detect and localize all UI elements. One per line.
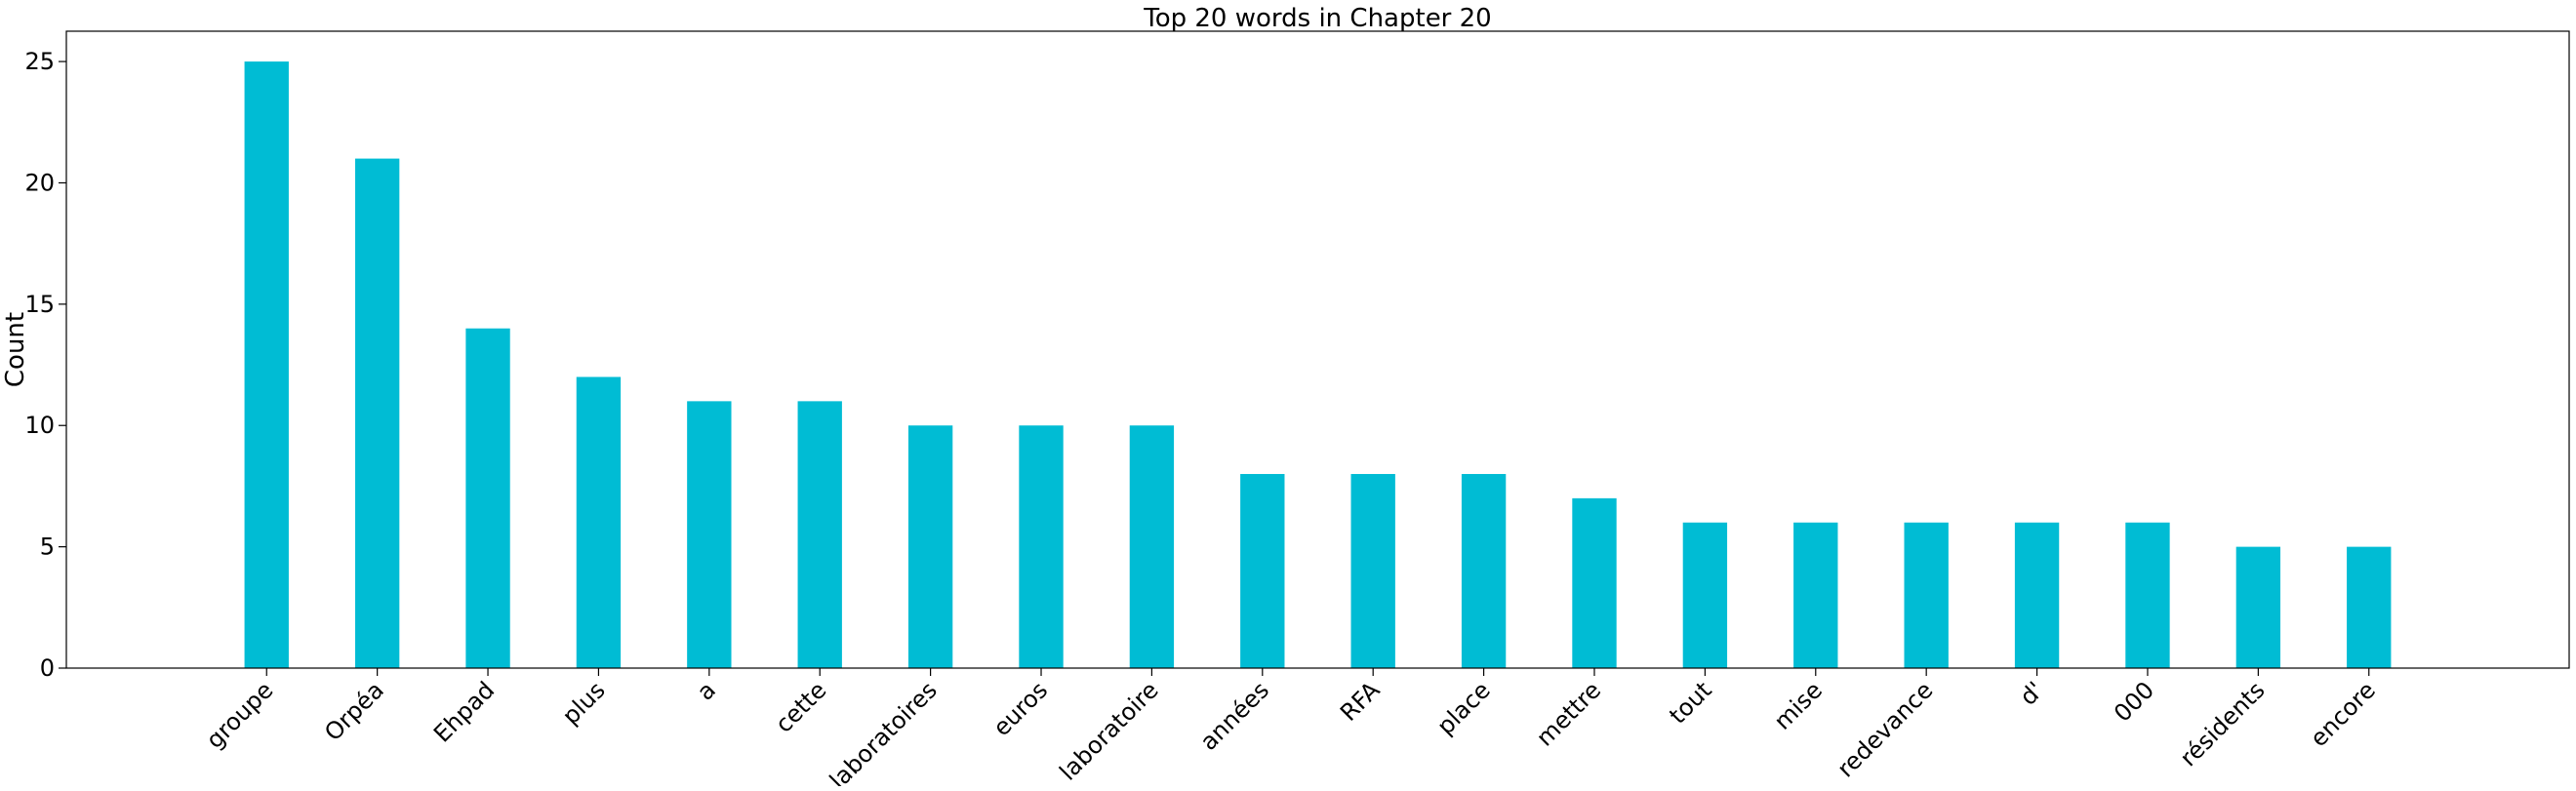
x-tick-label-18: résidents (2175, 676, 2271, 771)
bar-16 (2014, 522, 2060, 668)
bar-4 (687, 401, 732, 668)
chart-title: Top 20 words in Chapter 20 (1143, 4, 1491, 33)
bar-7 (1019, 425, 1064, 668)
bar-12 (1572, 497, 1617, 668)
y-tick-label-0: 0 (40, 654, 55, 682)
x-tick-label-0: groupe (201, 676, 279, 754)
x-tick-label-5: cette (770, 676, 831, 737)
axes-frame (65, 30, 2570, 669)
x-tick-label-10: RFA (1335, 676, 1386, 727)
x-tick-label-2: Ehpad (428, 676, 500, 747)
bar-19 (2347, 546, 2392, 668)
x-tick-label-4: a (692, 676, 721, 705)
x-tick-label-7: euros (987, 676, 1053, 741)
x-tick-label-14: mise (1769, 676, 1828, 734)
bar-11 (1461, 473, 1507, 668)
x-tick-label-12: mettre (1531, 676, 1606, 751)
y-tick-label-3: 15 (24, 291, 55, 318)
bar-9 (1240, 473, 1285, 668)
bar-8 (1129, 425, 1175, 668)
y-tick-label-1: 5 (40, 534, 55, 561)
bar-0 (244, 61, 289, 669)
x-tick-label-17: 000 (2109, 676, 2159, 727)
bar-5 (797, 401, 842, 668)
x-tick-label-9: années (1195, 676, 1274, 755)
y-tick-label-5: 25 (24, 48, 55, 75)
bar-3 (576, 376, 622, 668)
x-tick-label-6: laboratoires (825, 676, 943, 786)
x-tick-label-19: encore (2305, 676, 2381, 752)
x-tick-label-15: redevance (1831, 676, 1938, 782)
x-tick-label-8: laboratoire (1054, 676, 1163, 785)
bar-1 (354, 158, 400, 669)
x-tick-label-13: tout (1664, 676, 1716, 729)
y-tick-label-4: 20 (24, 169, 55, 196)
bar-10 (1350, 473, 1395, 668)
bar-15 (1904, 522, 1949, 668)
bar-13 (1682, 522, 1728, 668)
x-tick-label-1: Orpéa (319, 676, 389, 746)
x-tick-label-16: d' (2015, 676, 2049, 710)
bar-2 (465, 328, 510, 668)
y-tick-label-2: 10 (24, 412, 55, 439)
x-tick-label-11: place (1431, 676, 1495, 739)
bar-14 (1793, 522, 1838, 668)
bar-18 (2235, 546, 2281, 668)
bar-6 (907, 425, 953, 668)
x-tick-label-3: plus (557, 676, 611, 730)
bar-17 (2125, 522, 2170, 668)
y-axis-label: Count (1, 312, 30, 387)
